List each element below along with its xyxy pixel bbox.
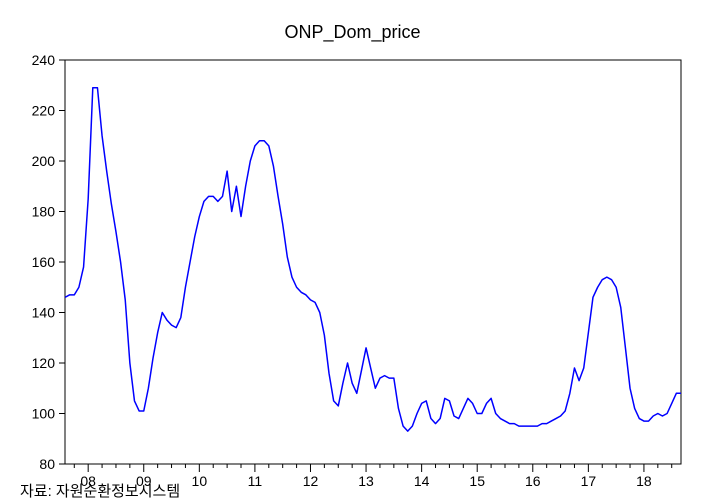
svg-text:10: 10 [192, 473, 208, 489]
svg-text:220: 220 [32, 103, 56, 119]
svg-text:15: 15 [469, 473, 485, 489]
svg-text:13: 13 [358, 473, 374, 489]
svg-text:120: 120 [32, 355, 56, 371]
svg-text:240: 240 [32, 52, 56, 68]
svg-text:200: 200 [32, 153, 56, 169]
svg-text:11: 11 [248, 473, 263, 489]
svg-text:18: 18 [636, 473, 652, 489]
chart-container: ONP_Dom_price 80100120140160180200220240… [0, 0, 705, 504]
svg-text:100: 100 [32, 406, 56, 422]
svg-text:12: 12 [303, 473, 319, 489]
svg-text:180: 180 [32, 204, 56, 220]
svg-text:14: 14 [414, 473, 430, 489]
svg-text:17: 17 [581, 473, 597, 489]
svg-text:160: 160 [32, 254, 56, 270]
svg-text:80: 80 [39, 456, 55, 472]
source-label: 자료: 자원순환정보시스템 [20, 480, 180, 501]
svg-text:16: 16 [525, 473, 541, 489]
chart-svg: 8010012014016018020022024008091011121314… [0, 0, 705, 504]
svg-text:140: 140 [32, 305, 56, 321]
